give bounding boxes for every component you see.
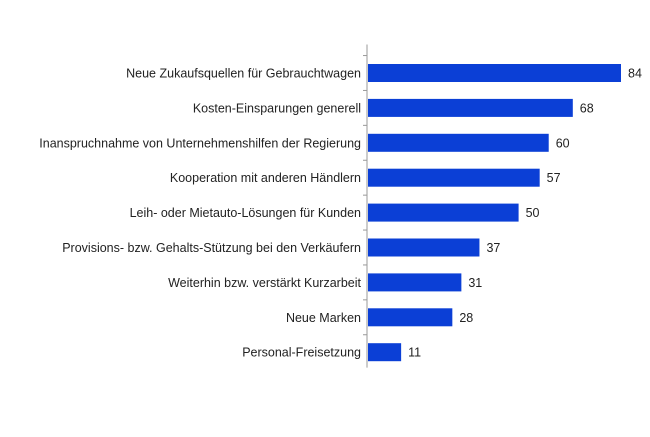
data-label: 84 [628, 67, 642, 81]
category-label: Personal-Freisetzung [242, 346, 361, 360]
bar [368, 98, 573, 117]
category-label: Leih- oder Mietauto-Lösungen für Kunden [130, 206, 361, 220]
category-label: Kosten-Einsparungen generell [193, 101, 361, 115]
data-label: 68 [580, 101, 594, 115]
data-label: 50 [526, 206, 540, 220]
bar [368, 238, 480, 257]
data-label: 11 [408, 346, 421, 360]
bar [368, 203, 519, 222]
data-label: 31 [468, 276, 482, 290]
category-label: Weiterhin bzw. verstärkt Kurzarbeit [168, 276, 361, 290]
data-label: 60 [556, 136, 570, 150]
data-label: 37 [486, 241, 500, 255]
category-label: Kooperation mit anderen Händlern [170, 171, 361, 185]
category-label: Provisions- bzw. Gehalts-Stützung bei de… [62, 241, 361, 255]
data-label: 28 [459, 311, 473, 325]
data-label: 57 [547, 171, 561, 185]
category-label: Neue Zukaufsquellen für Gebrauchtwagen [126, 67, 361, 81]
bar [368, 64, 621, 82]
category-label: Neue Marken [286, 311, 361, 325]
category-label: Inanspruchnahme von Unternehmenshilfen d… [39, 136, 361, 150]
bar [368, 308, 453, 327]
bar [368, 273, 462, 292]
bar [368, 133, 549, 152]
bar [368, 343, 402, 362]
bar [368, 168, 540, 187]
